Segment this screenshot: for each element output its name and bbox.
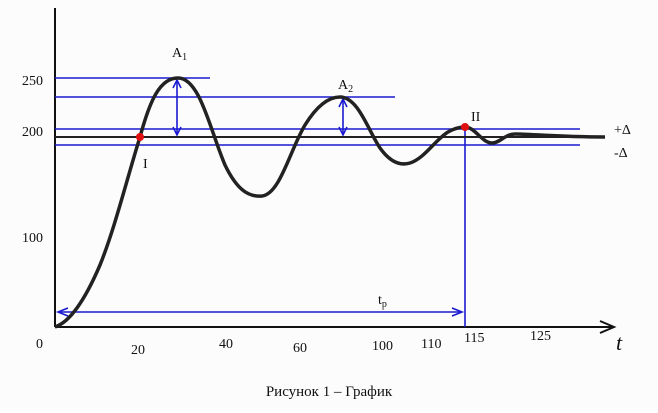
a2-sub: 2 [348, 84, 353, 95]
tp-label: tр [378, 293, 387, 310]
a1-label: A1 [172, 46, 187, 63]
point-1-label: I [143, 157, 148, 172]
tp-text: t [378, 293, 382, 308]
a2-label: A2 [338, 78, 353, 95]
x-axis-label: t [616, 330, 623, 355]
x-tick-label: 20 [131, 343, 145, 358]
y-tick-label: 0 [36, 337, 43, 352]
a1-sub: 1 [182, 52, 187, 63]
tp-sub: р [382, 299, 387, 310]
x-tick-label: 115 [464, 331, 484, 346]
y-tick-label: 100 [22, 231, 43, 246]
point-2-label: II [471, 110, 481, 125]
y-tick-label: 250 [22, 74, 43, 89]
minus-delta-label: -Δ [614, 146, 628, 161]
y-tick-label: 200 [22, 125, 43, 140]
x-axis-arrow [599, 320, 617, 334]
x-tick-label: 125 [530, 329, 551, 344]
plus-delta-label: +Δ [614, 123, 631, 138]
tp-arrow-heads [55, 307, 465, 317]
x-tick-label: 40 [219, 337, 233, 352]
x-tick-label: 60 [293, 341, 307, 356]
point-1 [136, 133, 144, 141]
x-tick-label: 110 [421, 337, 441, 352]
x-tick-label: 100 [372, 339, 393, 354]
a2-text: A [338, 78, 349, 93]
point-2 [461, 123, 469, 131]
a1-arrow-heads [172, 78, 182, 137]
axes [54, 8, 617, 334]
caption: Рисунок 1 – График [266, 384, 393, 400]
a1-text: A [172, 46, 183, 61]
